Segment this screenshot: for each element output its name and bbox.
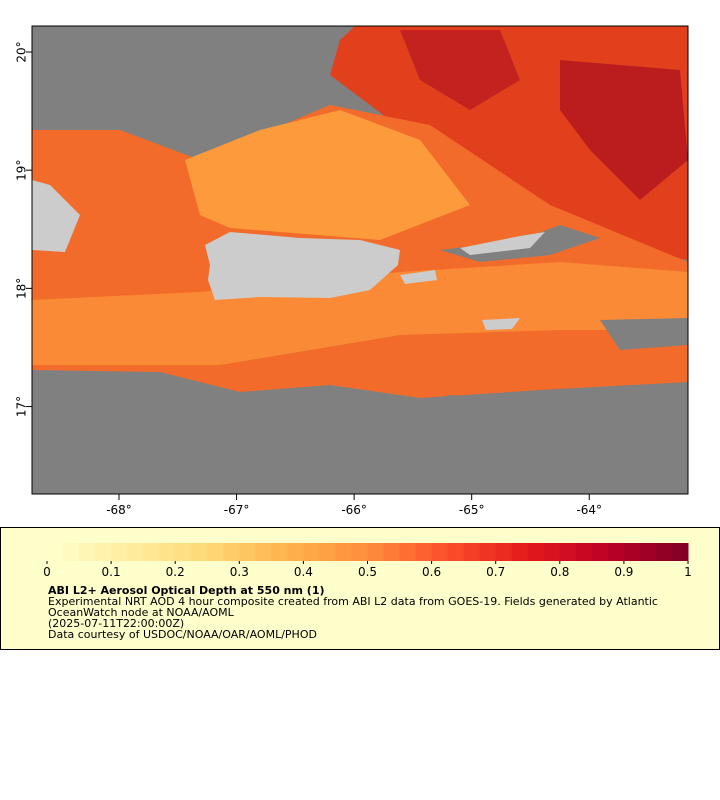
- colorbar-step: [591, 543, 609, 561]
- colorbar-step: [127, 543, 144, 561]
- colorbar-step: [159, 543, 176, 561]
- no-data: [32, 370, 688, 494]
- aerosol-dark: [400, 30, 520, 110]
- colorbar-step: [623, 543, 641, 561]
- colorbar-step: [655, 543, 673, 561]
- colorbar-tick-label: 0.7: [486, 565, 505, 579]
- colorbar-tick-label: 1: [684, 565, 692, 579]
- land: [32, 180, 80, 252]
- legend-title: ABI L2+ Aerosol Optical Depth at 550 nm …: [48, 584, 325, 597]
- colorbar-step: [367, 543, 385, 561]
- colorbar-step: [287, 543, 304, 561]
- colorbar-step: [527, 543, 545, 561]
- x-tick-label: -67°: [224, 503, 250, 517]
- colorbar-step: [383, 543, 401, 561]
- colorbar-step: [447, 543, 465, 561]
- colorbar-step: [559, 543, 577, 561]
- x-tick-label: -64°: [576, 503, 602, 517]
- colorbar-step: [431, 543, 449, 561]
- aerosol-dark: [560, 60, 688, 200]
- colorbar-step: [607, 543, 625, 561]
- colorbar-step: [255, 543, 272, 561]
- x-tick-label: -65°: [459, 503, 485, 517]
- legend-description: OceanWatch node at NOAA/AOML: [48, 606, 235, 619]
- y-tick-label: 18°: [15, 278, 29, 299]
- colorbar-step: [351, 543, 368, 561]
- no-data: [600, 318, 688, 350]
- colorbar-tick-label: 0.6: [422, 565, 441, 579]
- plot-frame: [31, 25, 689, 495]
- colorbar-tick-label: 0.8: [550, 565, 569, 579]
- land: [400, 270, 437, 284]
- colorbar-tick-label: 0.9: [614, 565, 633, 579]
- colorbar: 0 0.1 0.2 0.3 0.4 0.5 0.6 0.7 0.8 0.9 1: [43, 543, 692, 579]
- land: [482, 318, 520, 330]
- colorbar-step: [415, 543, 433, 561]
- colorbar-step: [671, 543, 689, 561]
- land: [205, 232, 400, 300]
- colorbar-step: [399, 543, 417, 561]
- axes: -68° -67° -66° -65° -64° 17° 18° 19° 20°: [15, 41, 603, 517]
- legend-time: (2025-07-11T22:00:00Z): [48, 617, 184, 630]
- colorbar-step: [191, 543, 208, 561]
- colorbar-step: [335, 543, 352, 561]
- x-tick-label: -66°: [341, 503, 367, 517]
- y-tick-label: 17°: [15, 396, 29, 417]
- colorbar-step: [111, 543, 128, 561]
- colorbar-step: [463, 543, 481, 561]
- colorbar-step: [47, 543, 64, 561]
- colorbar-step: [223, 543, 240, 561]
- legend-credit: Data courtesy of USDOC/NOAA/OAR/AOML/PHO…: [48, 628, 317, 641]
- colorbar-step: [143, 543, 160, 561]
- colorbar-step: [95, 543, 112, 561]
- colorbar-step: [495, 543, 513, 561]
- aerosol-low: [32, 262, 688, 365]
- colorbar-step: [63, 543, 80, 561]
- y-tick-label: 19°: [15, 160, 29, 181]
- colorbar-tick-label: 0.2: [166, 565, 185, 579]
- colorbar-tick-label: 0.5: [358, 565, 377, 579]
- colorbar-tick-label: 0.4: [294, 565, 313, 579]
- map-image: [32, 26, 688, 494]
- colorbar-step: [239, 543, 256, 561]
- colorbar-tick-label: 0.3: [230, 565, 249, 579]
- colorbar-step: [319, 543, 336, 561]
- colorbar-step: [575, 543, 593, 561]
- colorbar-step: [303, 543, 320, 561]
- colorbar-step: [271, 543, 288, 561]
- colorbar-step: [207, 543, 224, 561]
- legend-description: Experimental NRT AOD 4 hour composite cr…: [48, 595, 658, 608]
- colorbar-tick-label: 0.1: [102, 565, 121, 579]
- y-tick-label: 20°: [15, 41, 29, 62]
- colorbar-step: [511, 543, 529, 561]
- aerosol-low: [185, 110, 470, 240]
- colorbar-step: [79, 543, 96, 561]
- colorbar-step: [543, 543, 561, 561]
- x-tick-label: -68°: [106, 503, 132, 517]
- colorbar-step: [639, 543, 657, 561]
- land: [460, 232, 545, 255]
- colorbar-tick-label: 0: [43, 565, 51, 579]
- colorbar-step: [479, 543, 497, 561]
- colorbar-step: [175, 543, 192, 561]
